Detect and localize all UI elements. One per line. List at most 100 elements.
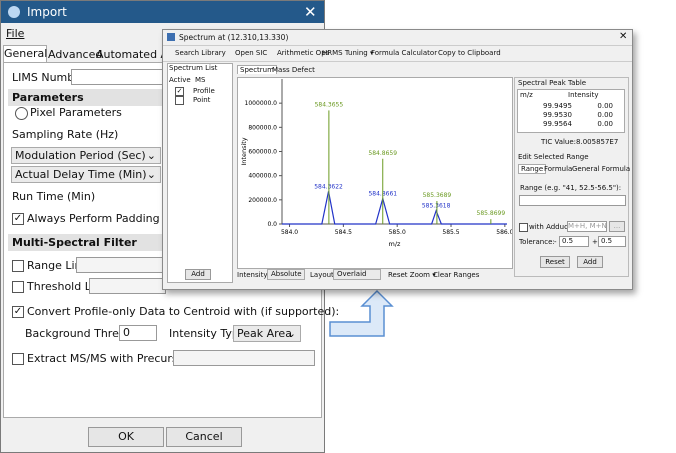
chevron: ⌄ — [146, 168, 156, 181]
dropdown[interactable]: Modulation Period (Sec) ⌄ — [11, 147, 161, 164]
label: Convert Profile-only Data to Centroid wi… — [27, 305, 340, 318]
dropdown-text: Peak Area — [237, 327, 292, 340]
reset-button[interactable]: Reset — [540, 256, 570, 268]
spectrum-list-panel — [167, 63, 233, 283]
button[interactable]: Clear Ranges — [433, 271, 480, 279]
label: - — [554, 238, 557, 246]
window-title: Spectrum at (12.310,13.330) — [179, 33, 289, 42]
toolbar-button[interactable]: HRMS Tuning ▾ — [322, 49, 374, 57]
tab[interactable]: General Formula — [572, 165, 631, 173]
cancel-button[interactable]: Cancel — [166, 427, 242, 447]
label: + — [592, 238, 598, 246]
peak-label: 584.3655 — [315, 101, 344, 108]
button[interactable]: Reset Zoom ▾ — [388, 271, 436, 279]
peak-label: 585.8699 — [477, 210, 506, 217]
label: Intensity Type: — [169, 327, 250, 340]
label: Layout: — [310, 271, 337, 279]
toolbar-button[interactable]: Search Library — [175, 49, 226, 57]
label: Extract MS/MS with Precursor Ions: — [27, 352, 219, 365]
label: with Adducts: — [529, 223, 577, 231]
toolbar-button[interactable]: Open SIC — [235, 49, 268, 57]
add-button[interactable]: Add — [577, 256, 603, 268]
ok-button[interactable]: OK — [88, 427, 164, 447]
checkbox[interactable]: ✓ — [12, 306, 24, 318]
dropdown[interactable]: Peak Area ⌄ — [233, 325, 301, 342]
spectrum-window: Spectrum at (12.310,13.330) ✕ Search Lib… — [162, 29, 633, 290]
close-button[interactable]: ✕ — [619, 31, 628, 42]
toolbar — [163, 45, 632, 62]
dropdown-text: Modulation Period (Sec) — [15, 149, 146, 162]
label: LIMS Number: — [12, 71, 90, 84]
dialog-title: Import — [27, 5, 67, 19]
checkbox[interactable] — [12, 281, 24, 293]
checkbox[interactable]: ✓ — [175, 87, 184, 96]
panel-title: Spectrum List — [169, 64, 218, 72]
tab[interactable]: Spectrum — [237, 65, 277, 74]
dropdown[interactable]: Absolute — [267, 269, 305, 280]
window-icon — [167, 33, 175, 41]
tolerance-plus[interactable]: 0.5 — [598, 236, 626, 247]
dropdown[interactable]: Actual Delay Time (Min) ⌄ — [11, 166, 161, 183]
radio[interactable] — [15, 107, 28, 120]
list-row[interactable]: Point — [193, 96, 211, 104]
button-text: HRMS Tuning — [322, 49, 368, 57]
adducts-input[interactable]: M+H, M+N — [567, 221, 607, 232]
panel-title: Edit Selected Range — [518, 153, 589, 161]
peak-table — [517, 89, 625, 133]
column-header: Active — [169, 76, 191, 84]
label: Always Perform Padding — [27, 212, 160, 225]
x-tick-label: 584.0 — [281, 229, 298, 236]
tic-value: TIC Value:8.005857E7 — [541, 138, 619, 146]
dropdown-text: Overlaid — [337, 270, 367, 278]
label: Pixel Parameters — [30, 106, 122, 119]
tab[interactable]: Range — [518, 164, 547, 174]
cell: 99.9564 — [543, 120, 572, 128]
toolbar-button[interactable]: Copy to Clipboard — [438, 49, 501, 57]
label: Tolerance: — [519, 238, 555, 246]
close-button[interactable]: ✕ — [304, 3, 317, 21]
checkbox[interactable] — [12, 353, 24, 365]
peak-label: 585.3689 — [423, 192, 452, 199]
x-tick-label: 586.0 — [496, 229, 513, 236]
cell: 0.00 — [597, 111, 613, 119]
tolerance-minus[interactable]: 0.5 — [559, 236, 589, 247]
tab[interactable]: Formula — [544, 165, 573, 173]
title-bar — [1, 1, 324, 23]
arrow — [329, 289, 394, 337]
tab[interactable]: Advanced — [48, 48, 103, 61]
checkbox[interactable] — [12, 260, 24, 272]
dropdown-text: Absolute — [271, 270, 302, 278]
checkbox[interactable]: ✓ — [12, 213, 24, 225]
list-row[interactable]: Profile — [193, 87, 215, 95]
range-input[interactable] — [519, 195, 626, 206]
checkbox[interactable] — [175, 96, 184, 105]
background-input[interactable]: 0 — [119, 325, 157, 341]
add-button[interactable]: Add — [185, 269, 211, 280]
toolbar-button[interactable]: Arithmetic Ops — [277, 49, 330, 57]
right-panel — [514, 77, 629, 277]
y-tick-label: 600000.0 — [248, 149, 277, 156]
label: Sampling Rate (Hz) — [12, 128, 119, 141]
tab[interactable]: Mass Defect — [272, 66, 315, 74]
precursor-input[interactable] — [173, 350, 315, 366]
peak-label: 584.8659 — [368, 150, 397, 157]
y-tick-label: 1000000.0 — [245, 100, 278, 107]
cell: 0.00 — [597, 120, 613, 128]
tab[interactable]: General — [3, 45, 47, 63]
adducts-button[interactable]: ... — [609, 221, 625, 232]
menu-file[interactable]: File — [6, 27, 25, 40]
y-tick-label: 400000.0 — [248, 173, 277, 180]
x-tick-label: 585.0 — [389, 229, 406, 236]
x-tick-label: 585.5 — [442, 229, 459, 236]
checkbox[interactable] — [519, 223, 528, 232]
peak-label: 585.3618 — [422, 203, 451, 210]
label: Range (e.g. "41, 52.5-56.5"): — [520, 184, 622, 192]
dropdown[interactable]: Overlaid — [333, 269, 381, 280]
column-header: MS — [195, 76, 206, 84]
chevron: ⌄ — [146, 149, 156, 162]
dropdown-text: Actual Delay Time (Min) — [15, 168, 147, 181]
y-axis-label: Intensity — [240, 137, 248, 165]
toolbar-button[interactable]: Formula Calculator — [371, 49, 438, 57]
